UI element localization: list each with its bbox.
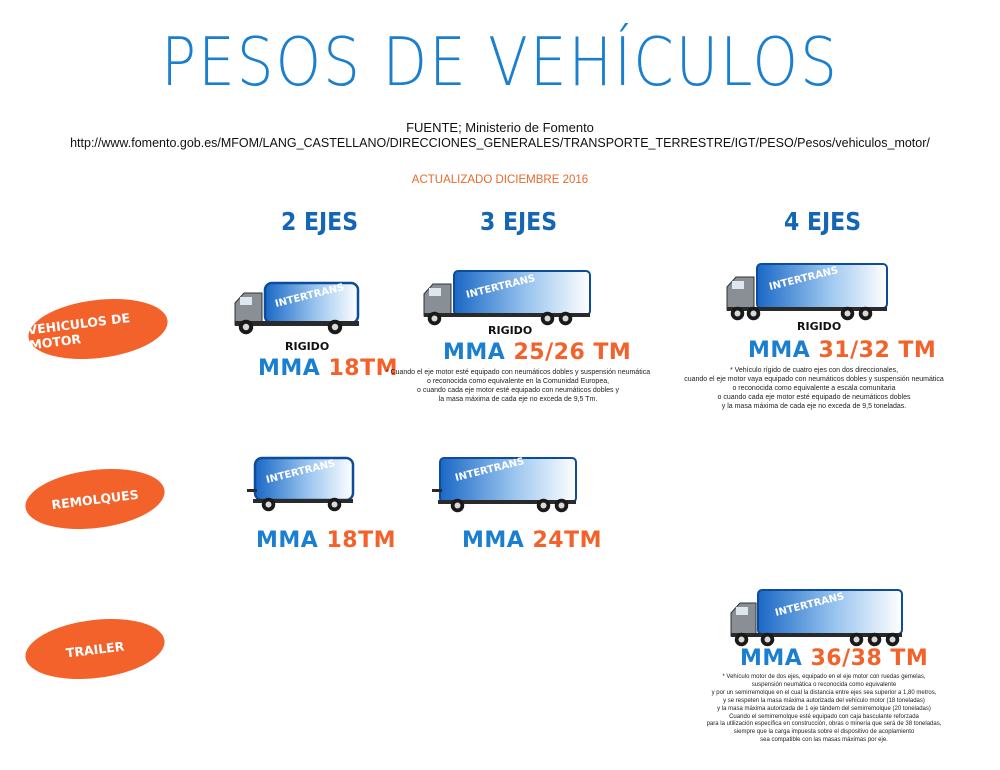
row-label-trailer: TRAILER <box>21 611 169 687</box>
column-header-2-ejes: 2 EJES <box>281 208 359 237</box>
motor-3-ejes-note: * Cuando el eje motor esté equipado con … <box>385 369 651 403</box>
motor-3-ejes-type: RIGIDO <box>488 324 533 337</box>
row-label-remolques: REMOLQUES <box>21 461 169 537</box>
page-title: PESOS DE VEHÍCULOS <box>161 22 839 102</box>
trailer-remolque-2-ejes: INTERTRANS <box>247 456 355 512</box>
motor-4-ejes-mma: MMA 31/32 TM <box>748 338 937 363</box>
motor-2-ejes-mma: MMA 18TM <box>258 356 398 381</box>
updated-label: ACTUALIZADO DICIEMBRE 2016 <box>411 174 589 186</box>
motor-4-ejes-note: * Vehículo rígido de cuatro ejes con dos… <box>684 367 944 410</box>
motor-2-ejes-type: RIGIDO <box>285 340 330 353</box>
row-label-vehiculos-de-motor: VEHICULOS DE MOTOR <box>24 291 172 367</box>
remolque-3-ejes-mma: MMA 24TM <box>462 528 602 553</box>
truck-motor-4-ejes: INTERTRANS <box>726 263 888 321</box>
source-url: http://www.fomento.gob.es/MFOM/LANG_CAST… <box>70 136 930 150</box>
trailer-remolque-3-ejes: INTERTRANS <box>432 456 577 513</box>
motor-4-ejes-type: RIGIDO <box>797 320 842 333</box>
source-line: FUENTE; Ministerio de Fomento <box>406 120 594 135</box>
trailer-4-ejes-note: * Vehículo motor de dos ejes, equipado e… <box>706 674 942 744</box>
trailer-4-ejes-mma: MMA 36/38 TM <box>740 646 929 671</box>
remolque-2-ejes-mma: MMA 18TM <box>256 528 396 553</box>
column-header-3-ejes: 3 EJES <box>480 208 558 237</box>
column-header-4-ejes: 4 EJES <box>784 208 862 237</box>
truck-motor-3-ejes: INTERTRANS <box>423 270 591 326</box>
truck-motor-2-ejes: INTERTRANS <box>234 281 360 335</box>
motor-3-ejes-mma: MMA 25/26 TM <box>443 340 632 365</box>
truck-trailer-4-ejes: INTERTRANS <box>730 589 903 647</box>
